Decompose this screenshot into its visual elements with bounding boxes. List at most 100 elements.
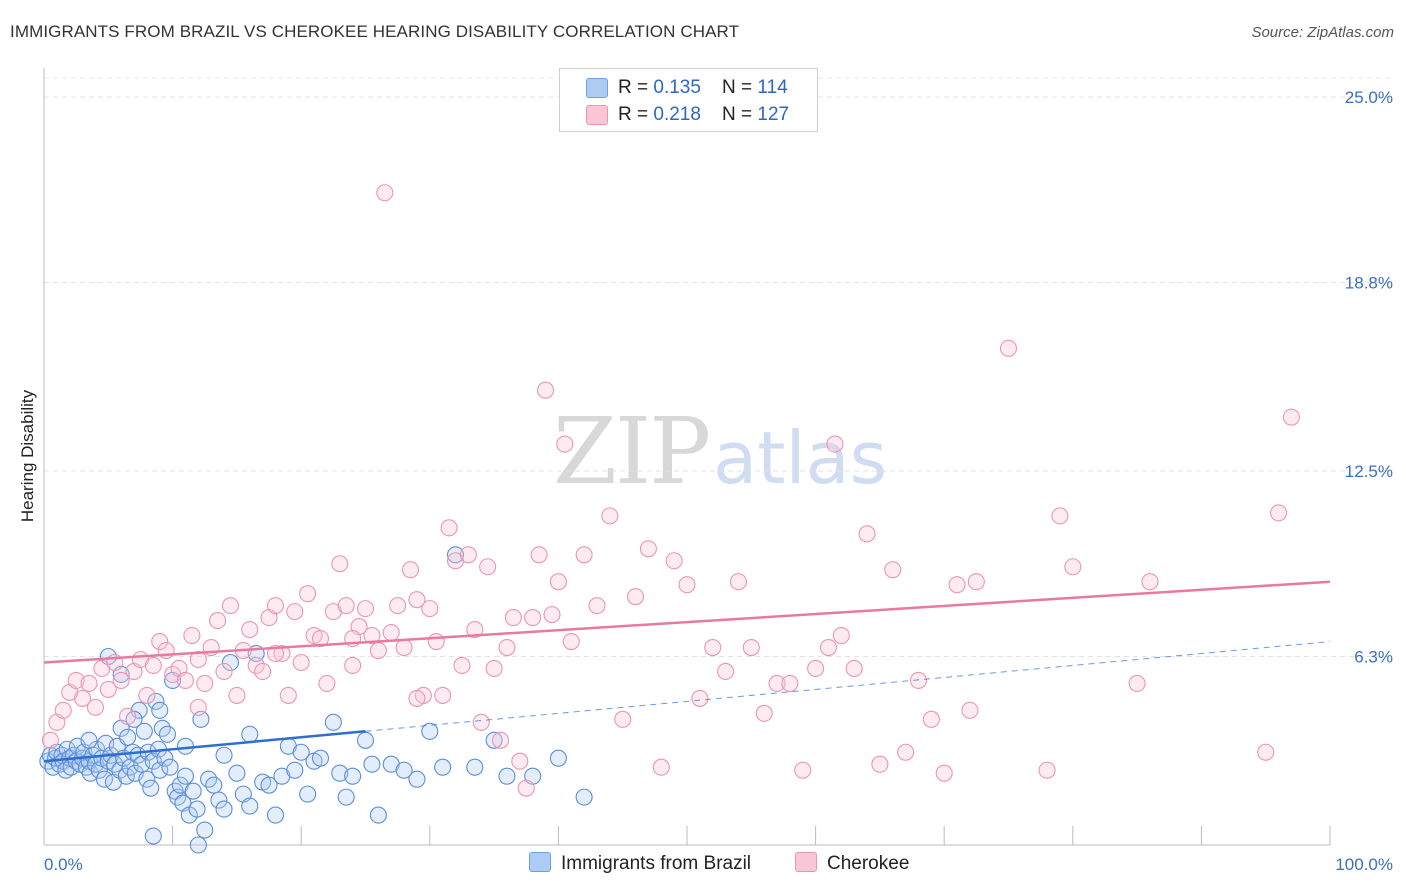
brazil-point-85 bbox=[311, 749, 330, 767]
cherokee-point-85 bbox=[614, 710, 632, 728]
brazil-point-88 bbox=[337, 788, 355, 806]
brazil-point-90 bbox=[356, 731, 375, 749]
brazil-point-61 bbox=[176, 767, 195, 785]
cherokee-point-88 bbox=[652, 758, 670, 776]
cherokee-point-6 bbox=[80, 674, 98, 692]
cherokee-point-93 bbox=[717, 662, 735, 681]
cherokee-point-94 bbox=[729, 573, 747, 591]
brazil-point-70 bbox=[215, 800, 233, 818]
cherokee-point-24 bbox=[196, 674, 214, 692]
cherokee-point-125 bbox=[189, 698, 207, 716]
cherokee-point-97 bbox=[768, 674, 786, 692]
n-value-cherokee: 127 bbox=[757, 104, 790, 125]
brazil-point-92 bbox=[369, 806, 387, 824]
brazil-point-20 bbox=[81, 764, 99, 782]
cherokee-point-5 bbox=[74, 689, 92, 707]
cherokee-point-65 bbox=[459, 546, 477, 564]
cherokee-point-117 bbox=[1051, 507, 1069, 525]
cherokee-point-51 bbox=[369, 641, 387, 660]
brazil-point-96 bbox=[421, 722, 439, 740]
brazil-point-97 bbox=[434, 758, 452, 776]
brazil-point-37 bbox=[119, 728, 137, 746]
legend-label-brazil: Immigrants from Brazil bbox=[561, 853, 752, 874]
brazil-point-113 bbox=[241, 725, 259, 743]
legend-swatch-brazil bbox=[586, 78, 608, 98]
cherokee-point-116 bbox=[1038, 761, 1056, 779]
chart-title: IMMIGRANTS FROM BRAZIL VS CHEROKEE HEARI… bbox=[10, 22, 740, 41]
brazil-point-101 bbox=[498, 767, 516, 785]
cherokee-point-113 bbox=[961, 701, 979, 719]
brazil-point-49 bbox=[147, 692, 165, 710]
legend-stats: R = 0.135 N = 114 R = 0.218 N = 127 bbox=[559, 68, 818, 132]
watermark: ZIPatlas bbox=[553, 398, 887, 505]
brazil-point-72 bbox=[228, 764, 246, 782]
cherokee-point-107 bbox=[884, 561, 902, 579]
cherokee-point-99 bbox=[794, 761, 812, 779]
cherokee-point-106 bbox=[871, 755, 889, 773]
cherokee-point-110 bbox=[922, 710, 940, 728]
cherokee-point-78 bbox=[543, 606, 561, 624]
brazil-point-89 bbox=[344, 767, 362, 785]
cherokee-point-82 bbox=[575, 546, 593, 564]
cherokee-point-83 bbox=[588, 597, 606, 615]
brazil-point-98 bbox=[446, 546, 465, 564]
cherokee-point-79 bbox=[549, 573, 567, 591]
legend-swatch-cherokee bbox=[795, 852, 817, 872]
cherokee-point-53 bbox=[382, 624, 400, 642]
cherokee-point-120 bbox=[1141, 573, 1159, 591]
brazil-point-83 bbox=[299, 785, 317, 803]
cherokee-point-112 bbox=[948, 576, 966, 594]
legend-item-cherokee[interactable]: Cherokee bbox=[795, 852, 909, 875]
cherokee-point-126 bbox=[266, 644, 285, 663]
cherokee-point-9 bbox=[99, 680, 117, 698]
brazil-point-26 bbox=[95, 770, 113, 788]
brazil-point-36 bbox=[117, 767, 135, 785]
watermark-zip: ZIP bbox=[553, 398, 711, 505]
cherokee-point-23 bbox=[189, 650, 207, 669]
cherokee-point-47 bbox=[344, 656, 362, 675]
cherokee-point-27 bbox=[215, 662, 233, 681]
cherokee-point-98 bbox=[781, 674, 799, 692]
cherokee-point-100 bbox=[807, 659, 825, 678]
cherokee-point-95 bbox=[742, 638, 760, 657]
cherokee-point-92 bbox=[704, 638, 722, 657]
brazil-point-44 bbox=[135, 722, 153, 740]
y-axis-title: Hearing Disability bbox=[18, 389, 37, 522]
cherokee-point-124 bbox=[408, 689, 426, 707]
cherokee-point-12 bbox=[119, 707, 137, 725]
cherokee-point-102 bbox=[826, 435, 844, 453]
source-label: Source: ZipAtlas.com bbox=[1251, 24, 1394, 41]
brazil-point-69 bbox=[210, 791, 228, 809]
cherokee-point-49 bbox=[356, 600, 375, 618]
brazil-point-81 bbox=[286, 761, 304, 779]
cherokee-point-36 bbox=[273, 644, 291, 663]
r-label: R = bbox=[618, 104, 654, 125]
brazil-point-74 bbox=[241, 797, 259, 815]
cherokee-point-122 bbox=[1270, 504, 1288, 522]
brazil-point-71 bbox=[221, 653, 240, 672]
cherokee-point-60 bbox=[427, 632, 445, 651]
cherokee-point-77 bbox=[536, 381, 555, 399]
cherokee-point-72 bbox=[504, 609, 522, 627]
brazil-point-95 bbox=[408, 770, 426, 788]
cherokee-point-121 bbox=[1257, 743, 1275, 761]
cherokee-point-114 bbox=[967, 573, 985, 591]
cherokee-point-17 bbox=[151, 632, 169, 651]
brazil-point-63 bbox=[184, 782, 202, 800]
cherokee-point-90 bbox=[678, 576, 696, 594]
legend-item-brazil[interactable]: Immigrants from Brazil bbox=[529, 852, 751, 875]
brazil-point-109 bbox=[151, 701, 169, 719]
cherokee-point-35 bbox=[266, 597, 285, 615]
gridlines bbox=[44, 77, 1394, 658]
cherokee-point-31 bbox=[241, 621, 259, 639]
brazil-point-94 bbox=[395, 761, 413, 779]
brazil-point-47 bbox=[142, 779, 160, 797]
cherokee-point-80 bbox=[556, 435, 574, 453]
brazil-point-68 bbox=[205, 776, 223, 794]
legend-label-cherokee: Cherokee bbox=[827, 853, 910, 874]
brazil-point-108 bbox=[144, 827, 162, 845]
cherokee-point-22 bbox=[183, 627, 201, 645]
legend-stats-text-cherokee: R = 0.218 N = 127 bbox=[618, 104, 789, 126]
cherokee-point-111 bbox=[935, 764, 953, 782]
trend-lines bbox=[43, 580, 1331, 763]
